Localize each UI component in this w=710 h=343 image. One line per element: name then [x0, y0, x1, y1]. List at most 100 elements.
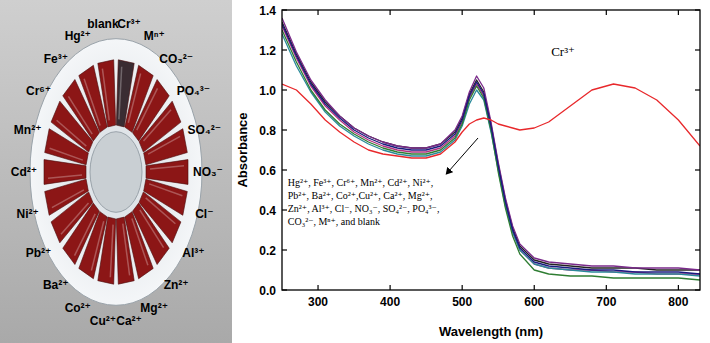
x-axis-title: Wavelength (nm): [439, 324, 543, 339]
tube-highlight: [110, 225, 113, 278]
y-tick: [282, 169, 287, 170]
y-tick-right: [695, 129, 700, 130]
tube: [44, 160, 86, 185]
x-tick-label: 700: [596, 295, 616, 309]
tube: [45, 179, 89, 215]
y-tick: [282, 209, 287, 210]
annotation-line: Pb²⁺, Ba²⁺, Co²⁺,Cu²⁺, Ca²⁺, Mg²⁺,: [288, 190, 433, 201]
tube-highlight: [148, 136, 180, 154]
spectrum-line: [282, 26, 700, 274]
y-tick-label: 0.0: [259, 284, 276, 298]
spectrum-line: [282, 18, 700, 270]
tube-label: Cd²⁺: [11, 165, 37, 179]
tube-highlight: [119, 67, 122, 120]
annotation: Hg²⁺, Fe³⁺, Cr⁶⁺, Mn²⁺, Cd²⁺, Ni²⁺, Pb²⁺,…: [288, 177, 440, 227]
tube-label: Hg²⁺: [65, 29, 91, 43]
tube-label: Ca²⁺: [116, 314, 142, 328]
y-tick: [282, 89, 287, 90]
annotation-line: Zn²⁺, Al³⁺, Cl⁻, NO₃⁻, SO₄²⁻, PO₄³⁻,: [288, 203, 440, 214]
tube-label: Mn²⁺: [14, 123, 42, 137]
tube-label: PO₄³⁻: [177, 84, 210, 98]
tube: [79, 65, 107, 132]
x-tick-label: 500: [452, 295, 472, 309]
tube-highlight: [50, 148, 83, 160]
tube-label: Mg²⁺: [140, 301, 168, 315]
tube-highlight: [91, 221, 103, 270]
figure: blank Cr³⁺ Mⁿ⁺ CO₃²⁻ PO₄³⁻ SO₄²⁻ NO₃⁻ Cl⁻ Al³⁺ Zn…: [0, 0, 710, 343]
tube-highlight: [123, 224, 130, 276]
tube-label: Cl⁻: [195, 207, 213, 221]
x-tick-label: 300: [308, 295, 328, 309]
tube-label: Ni²⁺: [17, 207, 39, 221]
tray: [30, 39, 202, 306]
x-tick: [606, 285, 607, 290]
annotation-line: Hg²⁺, Fe³⁺, Cr⁶⁺, Mn²⁺, Cd²⁺, Ni²⁺,: [288, 177, 433, 188]
x-tick: [678, 285, 679, 290]
x-tick: [390, 285, 391, 290]
spectrum-line: [282, 34, 700, 276]
x-tick-label: 800: [668, 295, 688, 309]
y-tick-right: [695, 89, 700, 90]
annotation-line: CO₃²⁻, Mⁿ⁺, and blank: [288, 216, 380, 227]
tube: [116, 217, 134, 284]
x-tick-top: [678, 10, 679, 15]
tube-label: Mⁿ⁺: [144, 29, 165, 43]
spectrum-line: [282, 24, 700, 274]
x-tick-top: [390, 10, 391, 15]
x-tick-top: [606, 10, 607, 15]
photo-panel: blankCr³⁺Mⁿ⁺CO₃²⁻PO₄³⁻SO₄²⁻NO₃⁻Cl⁻Al³⁺Zn…: [0, 0, 232, 343]
y-tick-label: 0.4: [259, 204, 276, 218]
y-tick-label: 0.8: [259, 124, 276, 138]
tube-label: Cu²⁺: [90, 314, 116, 328]
tube-highlight: [144, 110, 172, 141]
y-axis-title: Absorbance: [235, 112, 250, 187]
x-tick-label: 600: [524, 295, 544, 309]
tube-label: Zn²⁺: [164, 278, 189, 292]
spectrum-line: [282, 22, 700, 270]
tube-label: Ba²⁺: [43, 278, 69, 292]
tube-label: SO₄²⁻: [188, 123, 221, 137]
tube-highlight: [61, 203, 89, 234]
tube-label: Pb²⁺: [26, 246, 52, 260]
tube-label: CO₃²⁻: [159, 52, 193, 66]
tube-highlight: [149, 184, 182, 196]
annotation-arrow: [446, 138, 478, 174]
series-label: Cr³⁺: [551, 44, 575, 59]
y-tick-label: 1.4: [259, 4, 276, 18]
y-tick: [282, 49, 287, 50]
tube: [144, 129, 188, 165]
chart-panel: 0.0 0.2 0.4 0.6 0.8 1.0 1.2 1.4 300 400 500 600 700 8…: [235, 4, 700, 340]
y-tick-right: [695, 249, 700, 250]
spectrum-line: [282, 84, 700, 158]
x-tick: [534, 285, 535, 290]
tube-highlight: [132, 219, 148, 266]
tube-label: Co²⁺: [65, 301, 91, 315]
tray-hole: [90, 132, 142, 213]
tube-highlight: [84, 79, 100, 126]
x-tick-top: [534, 10, 535, 15]
y-tick-label: 0.6: [259, 164, 276, 178]
x-tick-top: [317, 10, 318, 15]
plot-background: [282, 10, 700, 290]
tube-label: blank: [87, 17, 119, 31]
tube-highlight: [128, 74, 140, 123]
x-tick-label: 400: [380, 295, 400, 309]
series-group: [282, 18, 700, 280]
photo-background: [0, 0, 232, 343]
y-tick-label: 1.2: [259, 44, 276, 58]
spectrum-line: [282, 30, 700, 280]
y-tick-right: [695, 49, 700, 50]
tube-label: NO₃⁻: [193, 165, 223, 179]
tube-highlight: [52, 190, 84, 208]
y-tick: [282, 249, 287, 250]
tube-label: Cr⁶⁺: [26, 84, 51, 98]
tube-highlight: [48, 175, 82, 178]
y-tick-label: 1.0: [259, 84, 276, 98]
tube: [146, 160, 188, 185]
y-tick-label: 0.2: [259, 244, 276, 258]
x-tick-top: [462, 10, 463, 15]
tube-label: Al³⁺: [182, 246, 204, 260]
tube-label: Fe³⁺: [44, 52, 68, 66]
x-tick: [462, 285, 463, 290]
plot-frame: [282, 10, 700, 290]
